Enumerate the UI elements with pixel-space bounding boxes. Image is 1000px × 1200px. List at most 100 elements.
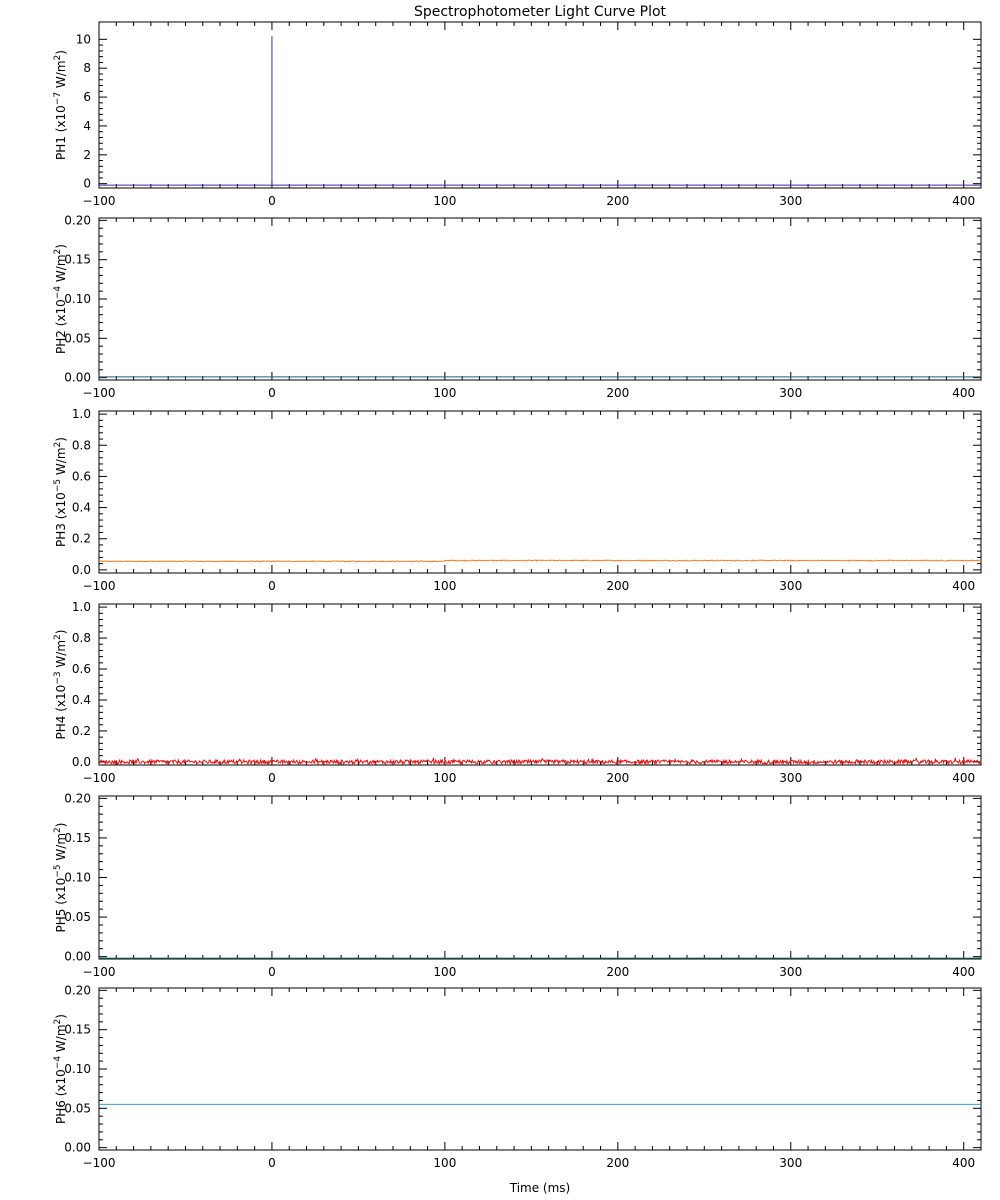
x-tick-label: 300 xyxy=(779,386,802,400)
y-tick-label: 0.10 xyxy=(64,871,91,885)
y-axis-label: PH1 (x10−7 W/m2) xyxy=(53,50,68,160)
y-axis-label: PH3 (x10−5 W/m2) xyxy=(53,437,68,547)
panel-ph3: −100 0 100 200 300 400 0.0 0.2 0.4 0.6 0.8 1.0 PH3 (… xyxy=(53,407,982,593)
y-tick-label: 0.6 xyxy=(72,469,91,483)
y-tick-label: 10 xyxy=(76,32,91,46)
y-tick-label: 0.05 xyxy=(64,1101,91,1115)
plot-frame xyxy=(98,21,982,189)
x-tick-label: 0 xyxy=(268,194,276,208)
y-tick-label: 8 xyxy=(83,61,91,75)
panel-ph4: −100 0 100 200 300 400 0.0 0.2 0.4 0.6 0.8 1.0 PH4 (… xyxy=(53,600,982,785)
channel-name: PH6 xyxy=(54,1096,68,1124)
x-tick-label: 0 xyxy=(268,771,276,785)
unit-text: ) xyxy=(54,630,68,635)
x-tick-label: 400 xyxy=(952,771,975,785)
y-tick-label: 0.10 xyxy=(64,1062,91,1076)
x-tick-label: 200 xyxy=(606,771,629,785)
y-tick-label: 0.00 xyxy=(64,1141,91,1155)
unit-text: W/m xyxy=(54,447,68,478)
channel-name: PH1 xyxy=(54,132,68,160)
x-tick-label: 100 xyxy=(433,965,456,979)
unit-exponent: −4 xyxy=(53,286,63,300)
unit-exponent: 2 xyxy=(53,827,63,833)
x-tick-label: 400 xyxy=(952,1156,975,1170)
y-tick-label: 2 xyxy=(83,148,91,162)
unit-exponent: −7 xyxy=(53,92,63,105)
x-tick-label: 100 xyxy=(433,579,456,593)
x-tick-label: −100 xyxy=(83,194,116,208)
y-tick-label: 0.00 xyxy=(64,950,91,964)
x-tick-label: 300 xyxy=(779,1156,802,1170)
y-axis-label: PH5 (x10−5 W/m2) xyxy=(53,823,68,933)
channel-name: PH3 xyxy=(54,519,68,547)
x-tick-label: 400 xyxy=(952,386,975,400)
y-tick-label: 6 xyxy=(83,90,91,104)
y-tick-label: 0.8 xyxy=(72,438,91,452)
y-tick-label: 0.20 xyxy=(64,983,91,997)
y-tick-label: 0.20 xyxy=(64,791,91,805)
unit-exponent: −5 xyxy=(53,479,63,492)
channel-name: PH2 xyxy=(54,326,68,354)
y-axis-label: PH4 (x10−3 W/m2) xyxy=(53,630,68,740)
x-tick-label: 400 xyxy=(952,194,975,208)
plot-frame xyxy=(98,603,982,766)
y-tick-label: 0.2 xyxy=(72,532,91,546)
y-tick-label: 1.0 xyxy=(72,407,91,421)
unit-text: (x10 xyxy=(54,492,68,519)
x-tick-label: 200 xyxy=(606,965,629,979)
unit-text: W/m xyxy=(54,1024,68,1055)
unit-exponent: 2 xyxy=(53,442,63,448)
x-tick-label: 400 xyxy=(952,579,975,593)
x-tick-label: 0 xyxy=(268,579,276,593)
panel-ph6: −100 0 100 200 300 400 0.00 0.05 0.10 0.15 0.20 PH6… xyxy=(53,983,982,1170)
panel-ph5: −100 0 100 200 300 400 0.00 0.05 0.10 0.15 0.20 PH5… xyxy=(53,791,982,979)
x-tick-label: −100 xyxy=(83,386,116,400)
unit-exponent: 2 xyxy=(53,249,63,255)
x-tick-label: 300 xyxy=(779,579,802,593)
y-axis-label: PH6 (x10−4 W/m2) xyxy=(53,1014,68,1124)
channel-name: PH5 xyxy=(54,905,68,933)
unit-text: ) xyxy=(54,50,68,55)
unit-exponent: 2 xyxy=(53,1019,63,1025)
unit-text: W/m xyxy=(54,833,68,864)
x-axis-label: Time (ms) xyxy=(509,1181,571,1195)
y-tick-label: 1.0 xyxy=(72,600,91,614)
series-line-ph4 xyxy=(98,756,982,766)
unit-text: (x10 xyxy=(54,105,68,132)
unit-text: W/m xyxy=(54,60,68,91)
x-tick-label: 0 xyxy=(268,965,276,979)
y-tick-label: 4 xyxy=(83,119,91,133)
x-tick-label: 200 xyxy=(606,1156,629,1170)
unit-text: ) xyxy=(54,1014,68,1019)
panel-ph2: −100 0 100 200 300 400 0.00 0.05 0.10 0.15 0.20 PH2… xyxy=(53,213,982,400)
unit-text: ) xyxy=(54,244,68,249)
unit-text: ) xyxy=(54,823,68,828)
x-tick-label: 300 xyxy=(779,771,802,785)
unit-text: ) xyxy=(54,437,68,442)
plot-frame xyxy=(98,217,982,381)
y-tick-label: 0.15 xyxy=(64,1023,91,1037)
y-tick-label: 0.4 xyxy=(72,693,91,707)
unit-exponent: 2 xyxy=(53,634,63,640)
x-tick-label: 100 xyxy=(433,386,456,400)
y-tick-label: 0.0 xyxy=(72,755,91,769)
y-tick-label: 0.15 xyxy=(64,253,91,267)
x-tick-label: 0 xyxy=(268,386,276,400)
plot-frame xyxy=(98,987,982,1151)
series-line-ph3 xyxy=(98,559,982,563)
y-tick-label: 0.20 xyxy=(64,213,91,227)
unit-text: (x10 xyxy=(54,299,68,326)
y-tick-label: 0.10 xyxy=(64,292,91,306)
x-tick-label: 200 xyxy=(606,194,629,208)
x-tick-label: −100 xyxy=(83,771,116,785)
x-tick-label: 100 xyxy=(433,771,456,785)
unit-text: (x10 xyxy=(54,685,68,712)
unit-text: (x10 xyxy=(54,878,68,905)
x-tick-label: −100 xyxy=(83,579,116,593)
x-tick-label: 300 xyxy=(779,194,802,208)
x-tick-label: 100 xyxy=(433,1156,456,1170)
channel-name: PH4 xyxy=(54,712,68,740)
x-tick-label: −100 xyxy=(83,965,116,979)
